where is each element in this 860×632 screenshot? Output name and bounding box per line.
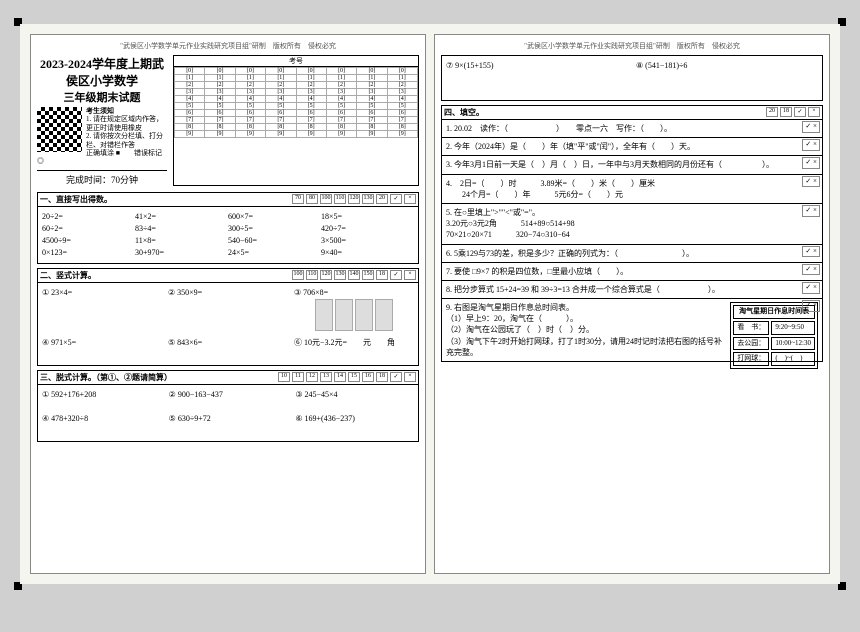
s1-q: 41×2= <box>135 211 228 223</box>
s3-q1: ① 592+176+208 <box>42 389 161 401</box>
tbl-r3b: ( )~( ) <box>771 352 815 366</box>
fill-4b: 24个月=（ ）年 5元6分=（ ）元 <box>446 189 818 200</box>
section-2-bar: 二、竖式计算。 10011012013014015018✓× <box>37 268 419 283</box>
fill-7: 7. 要使 □9×7 的积是四位数，□里最小应填（ ）。✓ × <box>441 263 823 281</box>
section-1-title: 一、直接写出得数。 <box>40 194 112 205</box>
figure-row <box>294 299 414 331</box>
fill-1-text: 1. 20.02 读作：（ ） 零点一六 写作：（ ）。 <box>446 124 672 133</box>
s2-q1: ① 23×4= <box>42 287 162 331</box>
s3-q7: ⑦ 9×(15+155) <box>446 60 628 72</box>
title-block: 2023-2024学年度上期武侯区小学数学 三年级期末试题 考生须知 1. 请在… <box>37 55 167 186</box>
notice-2: 2. 请你按次分栏填、打分栏、对错栏作答 <box>86 132 163 148</box>
section-1-bar: 一、直接写出得数。 708010011012013020✓× <box>37 192 419 207</box>
notice-1: 1. 请在规定区域内作答，更正时请使用橡皮 <box>86 115 163 131</box>
s3-q5: ⑤ 630÷9+72 <box>169 413 288 425</box>
tbl-r3a: 打网球： <box>733 352 769 366</box>
s3-q8: ⑧ (541−181)÷6 <box>636 60 818 72</box>
time-limit: 完成时间：70分钟 <box>37 170 167 186</box>
section-1-box: 20÷2= 41×2= 600×7= 18×5= 60÷2= 83÷4= 300… <box>37 207 419 264</box>
s2-q6: ⑥ 10元−3.2元= 元 角 <box>294 337 414 349</box>
s2-q2: ② 350×9= <box>168 287 288 331</box>
s1-q: 540−60= <box>228 235 321 247</box>
section-3-box: ① 592+176+208 ② 900−163−437 ③ 245−45×4 ④… <box>37 385 419 442</box>
fill-3-text: 3. 今年3月1日前一天是（ ）月（ ）日，一年中与3月天数相同的月份还有（ ）… <box>446 160 774 169</box>
page-right: "武侯区小学数学单元作业实践研究项目组"研制 版权所有 侵权必究 ⑦ 9×(15… <box>434 34 830 574</box>
s1-q: 0×123= <box>42 247 135 259</box>
fill-8-text: 8. 把分步算式 15+24=39 和 39÷3=13 合并成一个综合算式是（ … <box>446 285 720 294</box>
s2-q3: ③ 706×8= <box>294 288 328 297</box>
fill-5a: 5. 在○里填上">""<"或"="。 <box>446 207 818 218</box>
s1-q: 4500÷9= <box>42 235 135 247</box>
figure-icon <box>355 299 373 331</box>
s2-q4: ④ 971×5= <box>42 337 162 349</box>
s1-q: 11×8= <box>135 235 228 247</box>
fill-8: 8. 把分步算式 15+24=39 和 39÷3=13 合并成一个综合算式是（ … <box>441 281 823 299</box>
s1-q: 3×500= <box>321 235 414 247</box>
section-2-box: ① 23×4= ② 350×9= ③ 706×8= ④ 971×5= ⑤ 843… <box>37 283 419 366</box>
fill-6: 6. 5乘129与73的差，积是多少？正确的列式为：（ ）。✓ × <box>441 245 823 263</box>
fill-5: 5. 在○里填上">""<"或"="。 3.20元○3元2角 514+89○51… <box>441 204 823 245</box>
s3-q4: ④ 478+320÷8 <box>42 413 161 425</box>
tbl-r2a: 去公园： <box>733 337 769 351</box>
figure-icon <box>375 299 393 331</box>
fill-1: 1. 20.02 读作：（ ） 零点一六 写作：（ ）。✓ × <box>441 120 823 138</box>
fill-5c: 70×21○20×71 320−74○310−64 <box>446 229 818 240</box>
bubble-table: [0][0][0][0][0][0][0][0] [1][1][1][1][1]… <box>174 67 418 138</box>
tbl-r1b: 9:20~9:50 <box>771 321 815 335</box>
fill-7-text: 7. 要使 □9×7 的积是四位数，□里最小应填（ ）。 <box>446 267 628 276</box>
section-2-title: 二、竖式计算。 <box>40 270 96 281</box>
fill-2: 2. 今年（2024年）是（ ）年（填"平"或"闰"），全年有（ ）天。✓ × <box>441 138 823 156</box>
tbl-r1a: 看 书： <box>733 321 769 335</box>
s3-q3: ③ 245−45×4 <box>295 389 414 401</box>
exam-title: 2023-2024学年度上期武侯区小学数学 <box>37 55 167 89</box>
s1-q: 60÷2= <box>42 223 135 235</box>
tbl-r2b: 10:00~12:30 <box>771 337 815 351</box>
figure-icon <box>315 299 333 331</box>
s1-q: 30+970= <box>135 247 228 259</box>
fill-4a: 4. 2日=（ ）时 3.89米=（ ）米（ ）厘米 <box>446 178 818 189</box>
fill-5b: 3.20元○3元2角 514+89○514+98 <box>446 218 818 229</box>
s1-q: 300÷5= <box>228 223 321 235</box>
s3-q2: ② 900−163−437 <box>169 389 288 401</box>
s2-q5: ⑤ 843×6= <box>168 337 288 349</box>
fill-3: 3. 今年3月1日前一天是（ ）月（ ）日，一年中与3月天数相同的月份还有（ ）… <box>441 156 823 174</box>
exam-subtitle: 三年级期末试题 <box>37 89 167 105</box>
section-4-title: 四、填空。 <box>444 107 484 118</box>
s1-q: 83÷4= <box>135 223 228 235</box>
fill-2-text: 2. 今年（2024年）是（ ）年（填"平"或"闰"），全年有（ ）天。 <box>446 142 695 151</box>
s1-q: 420÷7= <box>321 223 414 235</box>
s1-q: 600×7= <box>228 211 321 223</box>
figure-icon <box>335 299 353 331</box>
section-4-bar: 四、填空。 2018✓× <box>441 105 823 120</box>
scan-container: "武侯区小学数学单元作业实践研究项目组"研制 版权所有 侵权必究 2023-20… <box>20 24 840 584</box>
s1-q: 24×5= <box>228 247 321 259</box>
fill-9: 淘气星期日作息时间表 看 书：9:20~9:50 去公园：10:00~12:30… <box>441 299 823 362</box>
notice-head: 考生须知 <box>86 107 114 115</box>
schedule-table: 淘气星期日作息时间表 看 书：9:20~9:50 去公园：10:00~12:30… <box>730 302 818 369</box>
header-right: "武侯区小学数学单元作业实践研究项目组"研制 版权所有 侵权必究 <box>441 41 823 51</box>
section-3-bar: 三、脱式计算。（第①、②题请简算） 1011121314151618✓× <box>37 370 419 385</box>
s1-q: 18×5= <box>321 211 414 223</box>
fill-4: 4. 2日=（ ）时 3.89米=（ ）米（ ）厘米 24个月=（ ）年 5元6… <box>441 175 823 204</box>
header-left: "武侯区小学数学单元作业实践研究项目组"研制 版权所有 侵权必究 <box>37 41 419 51</box>
s1-grid: 20÷2= 41×2= 600×7= 18×5= 60÷2= 83÷4= 300… <box>42 211 414 259</box>
qr-code <box>37 107 82 152</box>
q7-q8-box: ⑦ 9×(15+155) ⑧ (541−181)÷6 <box>441 55 823 101</box>
s1-q: 9×40= <box>321 247 414 259</box>
section-3-title: 三、脱式计算。（第①、②题请简算） <box>40 372 172 383</box>
fill-6-text: 6. 5乘129与73的差，积是多少？正确的列式为：（ ）。 <box>446 249 694 258</box>
page-left: "武侯区小学数学单元作业实践研究项目组"研制 版权所有 侵权必究 2023-20… <box>30 34 426 574</box>
id-label: 考号 <box>174 56 418 67</box>
s3-q6: ⑥ 169+(436−237) <box>295 413 414 425</box>
answer-bubble-grid: 考号 [0][0][0][0][0][0][0][0] [1][1][1][1]… <box>173 55 419 186</box>
s1-q: 20÷2= <box>42 211 135 223</box>
